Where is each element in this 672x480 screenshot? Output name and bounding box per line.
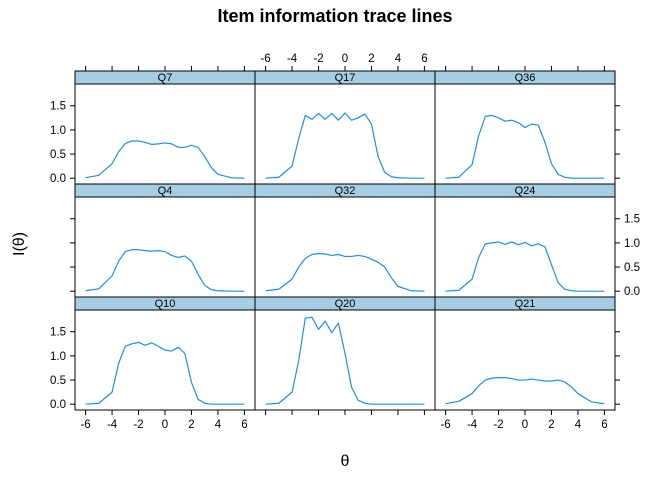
panel-frame-q7 bbox=[74, 83, 256, 185]
x-axis-label: θ bbox=[341, 453, 350, 470]
x-tick-label: -4 bbox=[467, 419, 478, 431]
panel-strip-label: Q24 bbox=[515, 185, 536, 197]
x-tick-label: -6 bbox=[260, 53, 270, 65]
y-tick-label: 0.0 bbox=[50, 173, 66, 185]
y-tick-label: 0.5 bbox=[624, 262, 640, 274]
x-tick-label: -4 bbox=[287, 53, 298, 65]
y-tick-label: 0.0 bbox=[50, 399, 66, 411]
series-line-q20 bbox=[265, 316, 425, 405]
series-line-q36 bbox=[445, 114, 605, 179]
x-tick-label: 0 bbox=[522, 419, 528, 431]
series-line-q17 bbox=[265, 112, 425, 179]
x-tick-label: 0 bbox=[162, 419, 168, 431]
x-tick-label: -2 bbox=[133, 419, 143, 431]
x-tick-label: 0 bbox=[342, 53, 348, 65]
panel-frame-q36 bbox=[434, 83, 616, 185]
panel-frame-q21 bbox=[434, 309, 616, 411]
series-line-q4 bbox=[85, 249, 245, 292]
series-line-q7 bbox=[85, 140, 245, 179]
y-tick-label: 1.5 bbox=[50, 101, 66, 113]
y-tick-label: 0.5 bbox=[50, 149, 66, 161]
y-tick-label: 1.0 bbox=[50, 125, 66, 137]
y-tick-label: 0.5 bbox=[50, 375, 66, 387]
y-axis-label: I(θ) bbox=[11, 232, 28, 256]
x-tick-label: 2 bbox=[548, 419, 554, 431]
y-tick-label: 1.5 bbox=[624, 214, 640, 226]
panel-strip-label: Q17 bbox=[335, 72, 356, 84]
y-tick-label: 1.0 bbox=[624, 238, 640, 250]
panel-strip-label: Q21 bbox=[515, 298, 536, 310]
x-tick-label: 2 bbox=[188, 419, 194, 431]
x-tick-label: 6 bbox=[601, 419, 607, 431]
panel-frame-q32 bbox=[254, 196, 436, 298]
x-tick-label: -4 bbox=[107, 419, 118, 431]
x-tick-label: -6 bbox=[80, 419, 90, 431]
y-tick-label: 0.0 bbox=[624, 286, 640, 298]
panel-strip-label: Q7 bbox=[158, 72, 173, 84]
panel-strip-label: Q4 bbox=[158, 185, 173, 197]
panel-strip-label: Q10 bbox=[155, 298, 176, 310]
series-line-q24 bbox=[445, 241, 605, 292]
chart-title: Item information trace lines bbox=[217, 6, 452, 26]
panel-frame-q17 bbox=[254, 83, 436, 185]
panel-strip-label: Q20 bbox=[335, 298, 356, 310]
panel-frame-q20 bbox=[254, 309, 436, 411]
x-tick-label: -2 bbox=[493, 419, 503, 431]
panel-strip-label: Q32 bbox=[335, 185, 356, 197]
panel-frame-q10 bbox=[74, 309, 256, 411]
y-tick-label: 1.0 bbox=[50, 351, 66, 363]
x-tick-label: 4 bbox=[575, 419, 582, 431]
x-tick-label: 4 bbox=[395, 53, 402, 65]
x-tick-label: -6 bbox=[440, 419, 450, 431]
panel-frame-q24 bbox=[434, 196, 616, 298]
series-line-q21 bbox=[445, 377, 605, 405]
panel-frame-q4 bbox=[74, 196, 256, 298]
x-tick-label: 2 bbox=[368, 53, 374, 65]
series-line-q32 bbox=[265, 252, 425, 292]
x-tick-label: 4 bbox=[215, 419, 222, 431]
series-line-q10 bbox=[85, 341, 245, 405]
y-tick-label: 1.5 bbox=[50, 327, 66, 339]
x-tick-label: 6 bbox=[421, 53, 427, 65]
x-tick-label: -2 bbox=[313, 53, 323, 65]
panel-grid: Q7 0.0 0.5 1.0 1.5 Q17 -6 -4 -2 0 2 4 6 Q36 Q4 Q32 Q24 0.… bbox=[50, 53, 640, 431]
x-tick-label: 6 bbox=[241, 419, 247, 431]
panel-strip-label: Q36 bbox=[515, 72, 536, 84]
